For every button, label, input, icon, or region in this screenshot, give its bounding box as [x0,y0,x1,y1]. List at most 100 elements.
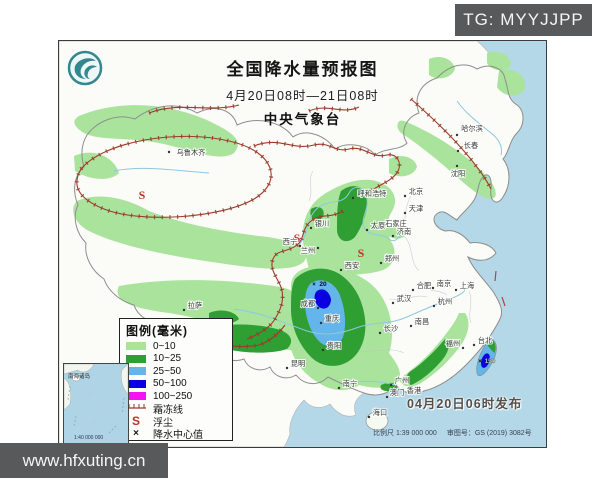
legend-label: 浮尘 [153,417,173,429]
city-marker: 南京 [431,278,452,290]
svg-text:北京: 北京 [409,187,423,196]
city-marker: 太原 [365,220,386,232]
svg-text:乌鲁木齐: 乌鲁木齐 [177,148,206,157]
legend-row: 10~25 [126,353,227,366]
svg-text:西安: 西安 [345,261,359,270]
center-x-icon: × [312,282,316,288]
city-marker: 拉萨 [182,300,203,312]
city-marker: 济南 [391,226,412,238]
dust-s-icon: S [294,231,301,245]
city-marker: 天津 [403,203,424,215]
legend-label: 50~100 [153,378,187,390]
svg-text:哈尔滨: 哈尔滨 [461,124,483,133]
city-marker: 西安 [339,260,360,272]
city-marker: 福州 [445,338,465,350]
svg-text:杭州: 杭州 [438,297,452,306]
svg-text:昆明: 昆明 [291,359,305,368]
svg-text:广州: 广州 [395,376,409,385]
city-marker: 南宁 [337,378,358,390]
svg-text:兰州: 兰州 [301,246,315,255]
legend-row: 0~10 [126,340,227,353]
city-marker: 贵阳 [321,340,342,352]
svg-text:长春: 长春 [464,141,478,150]
cma-logo-icon [67,50,103,86]
svg-text:太原: 太原 [371,221,385,230]
city-marker: 长春 [456,140,479,153]
svg-text:香港: 香港 [407,386,422,395]
svg-text:南昌: 南昌 [415,317,429,326]
city-marker: 重庆 [319,313,340,325]
svg-text:贵阳: 贵阳 [327,341,341,350]
dust-symbols: S S S [139,188,365,260]
center-value: 20 [319,281,327,288]
city-marker: 海口 [367,407,388,419]
svg-text:石家庄: 石家庄 [385,219,407,228]
svg-text:武汉: 武汉 [397,294,411,303]
svg-text:福州: 福州 [446,339,460,348]
legend-swatch-25-50 [126,367,146,376]
center-x-icon: × [133,428,139,440]
city-marker: 南昌 [409,316,430,328]
legend-swatch-100-250 [126,392,146,401]
svg-text:拉萨: 拉萨 [188,301,202,310]
legend-label: 100~250 [153,390,193,402]
city-markers: 乌鲁木齐 哈尔滨 长春 沈阳 北京 天津 石家庄 太原 济南 呼和浩特 银川 西… [167,123,493,419]
svg-text:沈阳: 沈阳 [451,169,465,178]
city-marker: 石家庄 [379,218,408,230]
city-marker: 北京 [403,186,424,198]
svg-text:合肥: 合肥 [417,281,431,290]
legend-swatch-10-25 [126,354,146,363]
svg-text:上海: 上海 [460,281,474,290]
svg-text:长沙: 长沙 [384,324,398,333]
svg-text:银川: 银川 [315,219,329,228]
dust-s-icon: S [358,246,365,260]
legend-label: 25~50 [153,365,182,377]
dust-s-icon: S [139,188,146,202]
legend-label: 10~25 [153,353,182,365]
city-marker: 台北 [472,335,493,347]
svg-text:呼和浩特: 呼和浩特 [358,189,387,198]
dust-s-icon: S [131,414,140,429]
svg-text:海口: 海口 [373,408,387,417]
frost-line-icon [126,403,146,414]
taiwan-island [476,339,497,376]
rivers-layer [113,100,502,386]
legend-row: × 降水中心值 [126,428,227,441]
sea-red-marks [494,270,506,307]
website-watermark: www.hfxuting.cn [0,443,168,478]
precip-50-100-layer [314,289,331,309]
city-marker: 香港 [401,385,423,396]
scale-approval-line: 比例尺 1:39 000 000 审图号：GS (2019) 3082号 [373,428,543,438]
svg-text:郑州: 郑州 [385,254,399,263]
city-marker: 昆明 [285,358,306,370]
svg-text:台北: 台北 [478,336,492,345]
inset-label: 南海诸岛 [68,374,91,380]
south-china-sea-inset: 南海诸岛 1:40 000 000 [63,363,129,444]
china-precipitation-map: S S S × 20 × 150 乌鲁木齐 哈尔滨 长春 沈阳 北京 天津 石家… [58,40,547,448]
svg-text:南宁: 南宁 [343,379,357,388]
city-marker: 沈阳 [450,164,466,179]
legend-row: 100~250 [126,390,227,403]
city-marker: 澳门 [385,387,405,399]
city-marker: 合肥 [411,280,432,292]
city-marker: 呼和浩特 [351,188,387,200]
city-marker: 成都 [300,298,320,310]
city-marker: 兰州 [300,245,320,256]
province-borders [308,170,472,354]
city-marker: 银川 [309,218,330,230]
legend-swatch-50-100 [126,379,146,388]
city-marker: 长沙 [378,323,399,335]
legend-swatch-0-10 [126,342,146,351]
city-marker: 郑州 [379,253,400,265]
legend-title: 图例(毫米) [126,324,188,338]
map-scale: 比例尺 1:39 000 000 [373,430,437,437]
svg-text:南京: 南京 [437,279,451,288]
svg-text:重庆: 重庆 [325,314,339,323]
legend-row: 50~100 [126,378,227,391]
svg-text:济南: 济南 [397,227,411,236]
city-marker: 上海 [454,280,475,292]
legend-label: 0~10 [153,340,176,352]
city-marker: 乌鲁木齐 [167,147,206,158]
city-marker: 杭州 [432,296,453,308]
